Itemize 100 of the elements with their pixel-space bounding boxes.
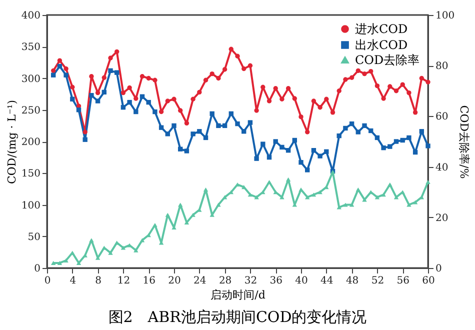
x-tick-label: 12 (117, 276, 130, 286)
point (286, 148, 291, 153)
point (324, 149, 329, 154)
point (172, 96, 176, 102)
point (158, 125, 164, 130)
point (412, 150, 418, 155)
point (51, 260, 56, 265)
point (146, 100, 151, 105)
point (64, 66, 68, 72)
point (426, 180, 430, 184)
y2-tick-label: 0 (436, 264, 442, 274)
point (305, 195, 310, 200)
point (412, 200, 418, 204)
x-tick-label: 24 (194, 276, 206, 286)
point (140, 94, 145, 99)
point (343, 202, 348, 207)
point (222, 67, 228, 72)
point (82, 137, 88, 142)
point (57, 58, 62, 63)
point (343, 77, 348, 82)
point (318, 154, 322, 158)
point (190, 96, 196, 102)
y-tick-label: 400 (21, 10, 40, 22)
point (235, 182, 240, 187)
point (305, 168, 310, 172)
point (70, 84, 75, 90)
point (419, 129, 424, 134)
y-tick-label: 150 (21, 168, 40, 180)
point (356, 68, 360, 73)
point (406, 90, 412, 96)
y2-tick-label: 20 (436, 212, 448, 224)
point (406, 202, 412, 207)
point (286, 177, 291, 182)
point (406, 135, 412, 140)
y-tick-label: 100 (21, 200, 40, 212)
point (368, 128, 374, 134)
x-tick-label: 20 (168, 276, 181, 286)
legend-label: COD去除率 (355, 53, 420, 67)
point (349, 121, 354, 126)
point (216, 76, 221, 81)
point (120, 105, 126, 110)
point (292, 138, 297, 143)
point (70, 250, 75, 255)
point (134, 96, 138, 101)
point (108, 56, 113, 60)
x-tick-label: 40 (295, 276, 308, 286)
point (254, 156, 259, 161)
point (102, 75, 106, 80)
y-tick-label: 350 (21, 42, 40, 54)
point (298, 160, 304, 165)
point (260, 84, 266, 90)
x-tick-label: 56 (396, 276, 410, 286)
point (216, 202, 221, 207)
x-tick-label: 36 (270, 276, 282, 286)
point (394, 88, 399, 94)
point (184, 120, 190, 126)
point (248, 63, 253, 68)
point (426, 144, 430, 148)
y2-tick-label: 80 (436, 61, 448, 72)
point (120, 90, 126, 96)
point (146, 76, 151, 81)
point (114, 70, 120, 75)
point (298, 114, 304, 120)
point (210, 71, 214, 76)
y-tick-label: 250 (21, 105, 40, 116)
legend-label: 出水COD (355, 38, 408, 52)
point (178, 146, 183, 152)
point (184, 148, 190, 154)
x-tick-label: 52 (371, 276, 384, 286)
x-tick-label: 4 (70, 276, 76, 286)
point (419, 76, 424, 81)
point (114, 49, 120, 54)
legend-label: 进水COD (355, 22, 408, 36)
point (51, 72, 56, 78)
point (356, 130, 360, 134)
point (374, 84, 380, 88)
point (120, 246, 126, 250)
point (362, 71, 367, 76)
point (412, 110, 418, 115)
point (152, 109, 158, 114)
x-tick-label: 28 (218, 276, 232, 286)
point (235, 54, 240, 58)
point (336, 133, 342, 138)
point (254, 195, 259, 200)
point (311, 98, 316, 104)
point (362, 123, 367, 128)
point (349, 202, 354, 207)
point (197, 90, 202, 95)
point (70, 96, 75, 102)
point (426, 80, 430, 84)
point (388, 182, 392, 187)
point (165, 98, 170, 104)
point (140, 238, 145, 242)
point (381, 192, 386, 197)
point (190, 212, 196, 217)
y-tick-label: 200 (21, 137, 40, 148)
point (381, 96, 386, 101)
point (381, 145, 386, 150)
point (89, 74, 94, 79)
point (349, 75, 354, 80)
